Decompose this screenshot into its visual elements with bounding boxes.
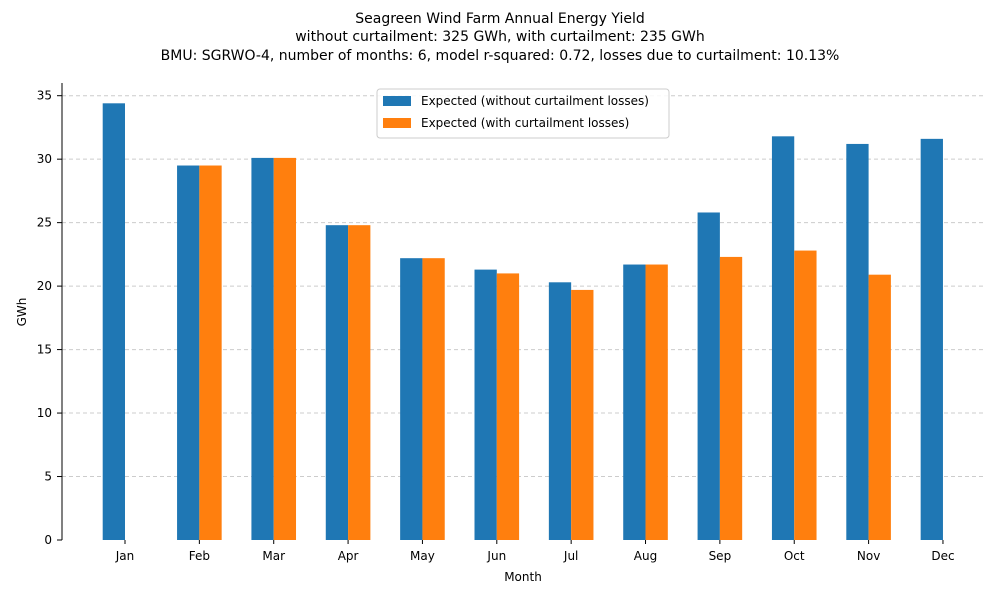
bar-without-curtailment-dec (920, 138, 943, 540)
bar-without-curtailment-nov (846, 143, 869, 540)
legend-frame (376, 88, 670, 139)
legend-swatch-without-curtailment (383, 96, 411, 106)
x-tick-label-jul: Jul (563, 549, 578, 563)
bar-with-curtailment-may (422, 258, 445, 540)
chart-title: Seagreen Wind Farm Annual Energy Yield (355, 11, 644, 27)
x-tick-label-nov: Nov (857, 549, 880, 563)
bar-with-curtailment-mar (273, 157, 297, 540)
bar-without-curtailment-jan (102, 103, 125, 541)
x-tick-label-oct: Oct (784, 549, 805, 563)
bar-without-curtailment-feb (177, 165, 200, 540)
x-tick-label-jan: Jan (115, 549, 135, 563)
bar-without-curtailment-jun (474, 269, 497, 540)
bar-with-curtailment-oct (794, 250, 817, 541)
chart-subtitle-line-2: BMU: SGRWO-4, number of months: 6, model… (161, 48, 840, 64)
bar-without-curtailment-apr (325, 225, 349, 540)
x-tick-labels: Jan Feb Mar Apr May Jun Jul Aug Sep Oct Nov Dec (115, 540, 955, 563)
bar-with-curtailment-nov (868, 274, 891, 540)
bar-without-curtailment-aug (623, 264, 646, 540)
bar-without-curtailment-may (400, 258, 423, 540)
x-tick-label-aug: Aug (634, 549, 657, 563)
y-axis-label: GWh (15, 298, 29, 327)
bar-without-curtailment-mar (251, 157, 274, 540)
y-tick-label: 5 (44, 470, 52, 484)
x-tick-label-may: May (410, 549, 435, 563)
y-tick-label: 0 (44, 533, 52, 547)
x-tick-label-apr: Apr (338, 549, 359, 563)
bar-with-curtailment-jun (496, 273, 520, 540)
chart-subtitle-line-1: without curtailment: 325 GWh, with curta… (295, 29, 705, 45)
x-tick-label-sep: Sep (709, 549, 732, 563)
y-tick-label: 25 (37, 216, 52, 230)
legend-label-without-curtailment: Expected (without curtailment losses) (421, 94, 649, 108)
bar-without-curtailment-oct (771, 136, 795, 541)
bar-without-curtailment-jul (548, 282, 572, 540)
legend-label-with-curtailment: Expected (with curtailment losses) (421, 116, 629, 130)
legend: Expected (without curtailment losses) Ex… (376, 88, 670, 139)
y-tick-label: 20 (37, 279, 52, 293)
y-tick-label: 35 (37, 89, 52, 103)
bars-group (102, 103, 943, 541)
bar-without-curtailment-sep (697, 212, 720, 540)
x-tick-label-dec: Dec (931, 549, 954, 563)
y-tick-label: 10 (37, 406, 52, 420)
x-tick-label-feb: Feb (189, 549, 210, 563)
bar-with-curtailment-aug (645, 264, 668, 540)
y-tick-labels: 0 5 10 15 20 25 30 35 (37, 89, 62, 547)
bar-with-curtailment-jul (571, 289, 594, 540)
bar-with-curtailment-sep (719, 256, 743, 540)
legend-swatch-with-curtailment (383, 118, 411, 128)
bar-with-curtailment-apr (348, 225, 371, 540)
x-tick-label-jun: Jun (486, 549, 506, 563)
bar-with-curtailment-feb (199, 165, 222, 540)
x-tick-label-mar: Mar (262, 549, 285, 563)
y-tick-label: 30 (37, 152, 52, 166)
y-tick-label: 15 (37, 343, 52, 357)
x-axis-label: Month (504, 570, 542, 584)
